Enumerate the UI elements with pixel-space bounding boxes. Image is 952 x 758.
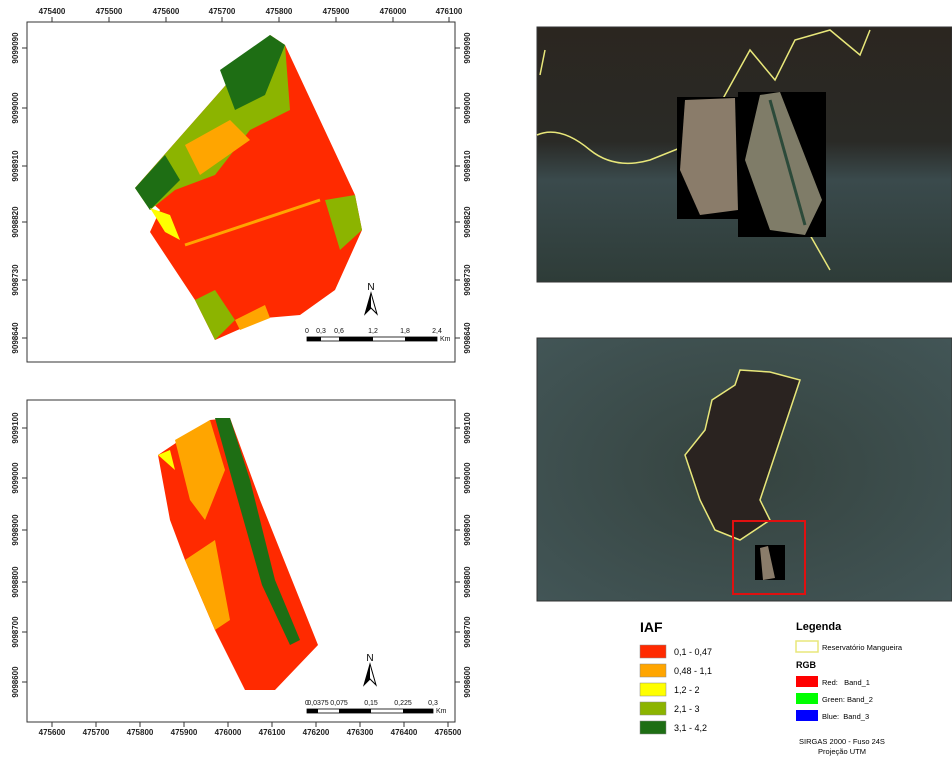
legend-swatch bbox=[796, 710, 818, 721]
y-tick-label: 9099090 bbox=[463, 32, 472, 64]
y-tick-label: 9098800 bbox=[11, 566, 20, 598]
y-tick-label: 9098910 bbox=[463, 150, 472, 182]
x-tick-label: 476000 bbox=[380, 7, 407, 16]
y-tick-label: 9099090 bbox=[11, 32, 20, 64]
legend-title: Legenda bbox=[796, 621, 842, 633]
y-tick-label: 9098910 bbox=[11, 150, 20, 182]
y-tick-label: 9098900 bbox=[11, 514, 20, 546]
scale-unit: Km bbox=[436, 708, 447, 715]
scale-bar-segment bbox=[339, 337, 373, 341]
x-tick-label: 475700 bbox=[209, 7, 236, 16]
y-tick-label: 9098700 bbox=[11, 616, 20, 648]
x-tick-label: 475400 bbox=[39, 7, 66, 16]
y-tick-label: 9098900 bbox=[463, 514, 472, 546]
scale-label: 0,3 bbox=[316, 328, 326, 335]
scale-label: 0,3 bbox=[428, 700, 438, 707]
x-tick-label: 475900 bbox=[171, 728, 198, 737]
x-tick-label: 475900 bbox=[323, 7, 350, 16]
y-tick-label: 9098600 bbox=[11, 666, 20, 698]
scale-bar-segment bbox=[403, 709, 433, 713]
figure: 475400 475500 475600 475700 475800 475900 4760… bbox=[0, 0, 952, 758]
y-tick-label: 9098820 bbox=[11, 206, 20, 238]
scale-unit: Km bbox=[440, 336, 451, 343]
scale-label: 0 bbox=[305, 328, 309, 335]
x-tick-label: 475500 bbox=[96, 7, 123, 16]
scale-label: 1,2 bbox=[368, 328, 378, 335]
legend-subtitle: RGB bbox=[796, 660, 817, 670]
legend-note: SIRGAS 2000 - Fuso 24S bbox=[799, 737, 885, 746]
y-tick-label: 9099000 bbox=[463, 92, 472, 124]
y-tick-label: 9098700 bbox=[463, 616, 472, 648]
x-tick-label: 476400 bbox=[391, 728, 418, 737]
legend-swatch bbox=[640, 664, 666, 677]
legend-label: 2,1 - 3 bbox=[674, 704, 700, 714]
x-tick-label: 476500 bbox=[435, 728, 462, 737]
y-tick-label: 9098600 bbox=[463, 666, 472, 698]
legend-label: Red: Band_1 bbox=[822, 678, 870, 687]
x-tick-label: 475800 bbox=[127, 728, 154, 737]
y-tick-label: 9098820 bbox=[463, 206, 472, 238]
legend-swatch bbox=[640, 702, 666, 715]
legend-label: 1,2 - 2 bbox=[674, 685, 700, 695]
legend-note: Projeção UTM bbox=[818, 747, 866, 756]
x-tick-label: 475800 bbox=[266, 7, 293, 16]
y-tick-label: 9099100 bbox=[11, 412, 20, 444]
legend-label: Blue: Band_3 bbox=[822, 712, 869, 721]
scale-label: 2,4 bbox=[432, 328, 442, 335]
x-tick-label: 476300 bbox=[347, 728, 374, 737]
legend-swatch bbox=[796, 693, 818, 704]
y-tick-label: 9098800 bbox=[463, 566, 472, 598]
x-tick-label: 476100 bbox=[259, 728, 286, 737]
legend-swatch bbox=[640, 683, 666, 696]
x-tick-label: 475700 bbox=[83, 728, 110, 737]
y-tick-label: 9099000 bbox=[11, 462, 20, 494]
legend-swatch bbox=[640, 721, 666, 734]
y-tick-label: 9098640 bbox=[463, 322, 472, 354]
x-tick-label: 475600 bbox=[39, 728, 66, 737]
y-tick-label: 9099000 bbox=[463, 462, 472, 494]
x-tick-label: 476200 bbox=[303, 728, 330, 737]
y-tick-label: 9098640 bbox=[11, 322, 20, 354]
scale-label: 1,8 bbox=[400, 328, 410, 335]
legend-title: IAF bbox=[640, 619, 663, 635]
scale-label: 0,225 bbox=[394, 700, 412, 707]
y-tick-label: 9099100 bbox=[463, 412, 472, 444]
scale-label: 0,15 bbox=[364, 700, 378, 707]
legend-swatch bbox=[640, 645, 666, 658]
y-tick-label: 9098730 bbox=[463, 264, 472, 296]
x-tick-label: 476100 bbox=[436, 7, 463, 16]
x-tick-label: 476000 bbox=[215, 728, 242, 737]
legend-label: Green: Band_2 bbox=[822, 695, 873, 704]
scale-bar-segment bbox=[307, 709, 318, 713]
legend-label: 3,1 - 4,2 bbox=[674, 723, 707, 733]
legend-label: 0,1 - 0,47 bbox=[674, 647, 712, 657]
scale-bar-segment bbox=[339, 709, 371, 713]
legend-swatch bbox=[796, 641, 818, 652]
x-tick-label: 475600 bbox=[153, 7, 180, 16]
scale-bar-segment bbox=[405, 337, 437, 341]
legend-label: Reservatório Mangueira bbox=[822, 643, 903, 652]
scale-label: 0,075 bbox=[330, 700, 348, 707]
legend-label: 0,48 - 1,1 bbox=[674, 666, 712, 676]
y-tick-label: 9098730 bbox=[11, 264, 20, 296]
y-tick-label: 9099000 bbox=[11, 92, 20, 124]
scale-label: 0,6 bbox=[334, 328, 344, 335]
scale-label: 0,0375 bbox=[307, 700, 329, 707]
scale-bar-segment bbox=[307, 337, 321, 341]
legend-swatch bbox=[796, 676, 818, 687]
